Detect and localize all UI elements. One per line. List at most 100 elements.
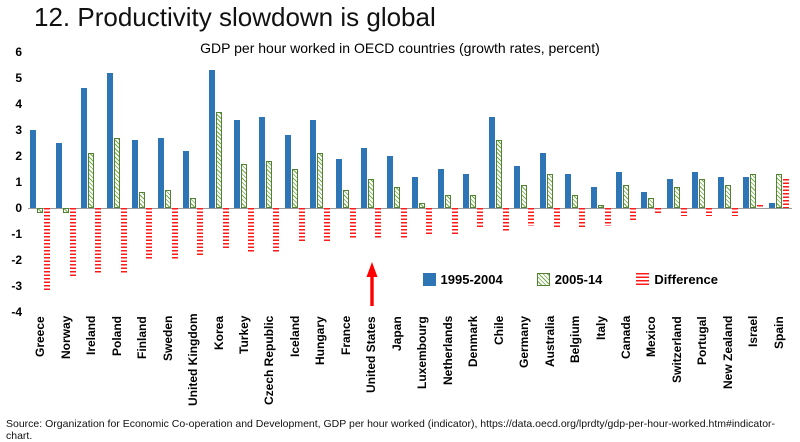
bar-1995-2004 [717, 176, 724, 208]
bar-Difference [349, 208, 356, 240]
x-tick-label: Luxembourg [415, 316, 430, 389]
bar-group [741, 52, 766, 312]
bar-Difference [502, 208, 509, 232]
y-tick-label: 0 [15, 201, 22, 215]
bar-2005-14 [240, 163, 247, 208]
bar-Difference [222, 208, 229, 250]
bar-1995-2004 [335, 158, 342, 208]
bar-group [257, 52, 282, 312]
bar-1995-2004 [55, 143, 62, 208]
x-tick-cell: Luxembourg [410, 316, 435, 406]
bar-Difference [298, 208, 305, 242]
x-tick-cell: Sweden [155, 316, 180, 406]
bar-group [512, 52, 537, 312]
bar-1995-2004 [412, 176, 419, 208]
x-tick-cell: Poland [104, 316, 129, 406]
bar-2005-14 [368, 179, 375, 208]
bar-group [206, 52, 231, 312]
bar-group [79, 52, 104, 312]
bar-1995-2004 [208, 70, 215, 208]
bar-1995-2004 [259, 117, 266, 208]
bar-group [461, 52, 486, 312]
bar-group [104, 52, 129, 312]
bar-Difference [630, 208, 637, 221]
x-tick-label: Iceland [287, 316, 302, 358]
bar-Difference [273, 208, 280, 253]
x-tick-label: Sweden [160, 316, 175, 362]
x-tick-cell: Switzerland [665, 316, 690, 406]
page-title: 12. Productivity slowdown is global [34, 2, 436, 32]
y-axis: 6 5 4 3 2 1 0 -1 -2 -3 -4 [0, 45, 24, 319]
bar-1995-2004 [437, 169, 444, 208]
bar-group [28, 52, 53, 312]
zero-axis-line [28, 208, 792, 209]
bar-Difference [146, 208, 153, 260]
x-tick-label: France [338, 316, 353, 356]
x-tick-cell: Turkey [232, 316, 257, 406]
y-tick-label: -3 [11, 279, 22, 293]
bar-group [537, 52, 562, 312]
legend-item-2005-14: 2005-14 [536, 272, 602, 287]
bar-group [155, 52, 180, 312]
bar-Difference [731, 208, 738, 216]
bar-1995-2004 [488, 117, 495, 208]
x-tick-label: Ireland [84, 316, 99, 356]
x-tick-cell: Denmark [461, 316, 486, 406]
bar-1995-2004 [768, 202, 775, 208]
bar-1995-2004 [157, 137, 164, 208]
bar-2005-14 [88, 153, 95, 208]
bar-Difference [171, 208, 178, 260]
x-tick-cell: Mexico [639, 316, 664, 406]
x-tick-label: Hungary [313, 316, 328, 365]
x-tick-label: Spain [771, 316, 786, 349]
x-tick-cell: Australia [537, 316, 562, 406]
bar-Difference [375, 208, 382, 240]
x-tick-cell: France [334, 316, 359, 406]
bar-1995-2004 [539, 153, 546, 208]
x-tick-label: Korea [211, 316, 226, 351]
x-tick-label: Japan [389, 316, 404, 351]
bar-2005-14 [775, 174, 782, 208]
x-tick-label: Israel [746, 316, 761, 348]
x-tick-label: Poland [109, 316, 124, 357]
bar-2005-14 [724, 184, 731, 208]
x-tick-cell: United Kingdom [181, 313, 206, 406]
bar-Difference [604, 208, 611, 227]
bar-2005-14 [113, 137, 120, 208]
bar-group [486, 52, 511, 312]
bar-Difference [553, 208, 560, 229]
x-tick-label: Norway [58, 316, 73, 360]
y-tick-label: 3 [15, 123, 22, 137]
bar-2005-14 [317, 153, 324, 208]
bar-2005-14 [572, 195, 579, 208]
x-tick-label: Italy [593, 316, 608, 341]
x-tick-label: Belgium [568, 316, 583, 364]
bar-2005-14 [623, 184, 630, 208]
bar-1995-2004 [666, 179, 673, 208]
bar-2005-14 [495, 140, 502, 208]
legend-swatch-blue [422, 273, 436, 286]
bar-2005-14 [190, 197, 197, 208]
x-tick-cell: Canada [614, 316, 639, 406]
bar-Difference [579, 208, 586, 229]
bar-1995-2004 [386, 156, 393, 208]
x-tick-cell: Hungary [308, 316, 333, 406]
bar-Difference [706, 208, 713, 216]
x-axis-labels: Greece Norway Ireland Poland Finland Sweden Un… [28, 313, 792, 406]
x-tick-label: Australia [542, 316, 557, 368]
x-tick-cell: Ireland [79, 316, 104, 406]
bar-1995-2004 [590, 187, 597, 208]
x-tick-cell: New Zealand [716, 316, 741, 406]
bar-2005-14 [419, 202, 426, 208]
x-tick-cell: Netherlands [436, 316, 461, 406]
x-tick-cell: Greece [28, 316, 53, 406]
bar-group [308, 52, 333, 312]
bar-Difference [426, 208, 433, 234]
bar-1995-2004 [284, 135, 291, 208]
bar-2005-14 [139, 192, 146, 208]
x-tick-label: United Kingdom [186, 313, 201, 406]
bar-1995-2004 [641, 192, 648, 208]
x-tick-label: Finland [135, 316, 150, 359]
bar-group [232, 52, 257, 312]
bar-group [690, 52, 715, 312]
